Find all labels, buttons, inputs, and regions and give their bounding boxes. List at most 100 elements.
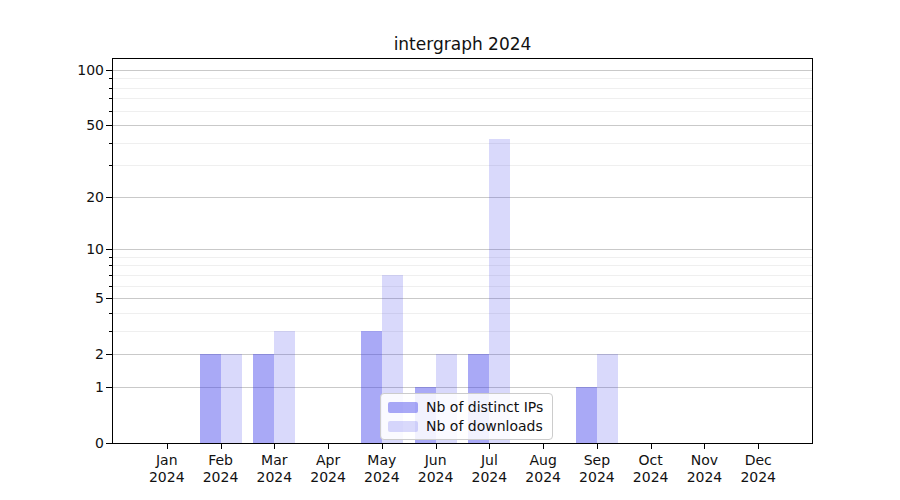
- legend-label-downloads: Nb of downloads: [426, 418, 543, 434]
- bar-distinct-ips: [200, 354, 221, 443]
- x-tick-year: 2024: [525, 469, 561, 485]
- y-gridline-minor: [113, 111, 812, 112]
- y-tick-label: 100: [0, 61, 104, 79]
- y-gridline-minor: [113, 165, 812, 166]
- bar-distinct-ips: [253, 354, 274, 443]
- x-tick-year: 2024: [310, 469, 346, 485]
- x-tick-mark: [758, 443, 759, 449]
- x-tick-label: Oct2024: [623, 452, 679, 486]
- x-tick-year: 2024: [687, 469, 723, 485]
- y-tick-label: 10: [0, 240, 104, 258]
- y-gridline-major: [113, 298, 812, 299]
- x-tick-mark: [543, 443, 544, 449]
- x-tick-year: 2024: [364, 469, 400, 485]
- x-tick-month: May: [367, 452, 396, 468]
- x-tick-month: Oct: [639, 452, 663, 468]
- y-gridline-minor: [113, 331, 812, 332]
- bar-downloads: [274, 331, 295, 443]
- x-tick-label: Nov2024: [676, 452, 732, 486]
- y-tick-mark: [106, 70, 112, 71]
- x-tick-year: 2024: [579, 469, 615, 485]
- x-tick-label: Sep2024: [569, 452, 625, 486]
- y-gridline-minor: [113, 78, 812, 79]
- y-gridline-minor: [113, 257, 812, 258]
- legend-swatch-downloads-icon: [388, 421, 418, 432]
- y-gridline-minor: [113, 98, 812, 99]
- legend-label-distinct-ips: Nb of distinct IPs: [426, 399, 543, 415]
- x-tick-year: 2024: [256, 469, 292, 485]
- y-gridline-minor: [113, 286, 812, 287]
- y-gridline-minor: [113, 88, 812, 89]
- y-minor-tick-mark: [109, 78, 112, 79]
- y-minor-tick-mark: [109, 331, 112, 332]
- y-gridline-minor: [113, 313, 812, 314]
- x-tick-mark: [382, 443, 383, 449]
- y-tick-label: 0: [0, 434, 104, 452]
- bar-distinct-ips: [361, 331, 382, 443]
- y-gridline-major: [113, 125, 812, 126]
- y-gridline-minor: [113, 275, 812, 276]
- x-tick-month: Apr: [316, 452, 340, 468]
- y-minor-tick-mark: [109, 88, 112, 89]
- y-minor-tick-mark: [109, 165, 112, 166]
- x-tick-mark: [597, 443, 598, 449]
- y-tick-label: 2: [0, 345, 104, 363]
- y-minor-tick-mark: [109, 265, 112, 266]
- x-tick-mark: [274, 443, 275, 449]
- y-minor-tick-mark: [109, 275, 112, 276]
- x-tick-label: Jun2024: [408, 452, 464, 486]
- y-tick-mark: [106, 125, 112, 126]
- x-tick-label: Jul2024: [461, 452, 517, 486]
- bar-downloads: [597, 354, 618, 443]
- legend: Nb of distinct IPs Nb of downloads: [380, 393, 553, 440]
- y-minor-tick-mark: [109, 111, 112, 112]
- x-tick-mark: [221, 443, 222, 449]
- legend-swatch-distinct-ips-icon: [388, 402, 418, 413]
- y-tick-mark: [106, 443, 112, 444]
- x-tick-month: Jun: [425, 452, 447, 468]
- x-tick-label: Jan2024: [139, 452, 195, 486]
- bar-downloads: [221, 354, 242, 443]
- x-tick-year: 2024: [633, 469, 669, 485]
- y-minor-tick-mark: [109, 286, 112, 287]
- x-tick-year: 2024: [149, 469, 185, 485]
- y-tick-mark: [106, 249, 112, 250]
- x-tick-month: Dec: [745, 452, 772, 468]
- x-tick-label: Aug2024: [515, 452, 571, 486]
- plot-area: Nb of distinct IPs Nb of downloads: [112, 58, 813, 444]
- chart-title: intergraph 2024: [112, 34, 813, 54]
- y-gridline-minor: [113, 265, 812, 266]
- x-tick-label: Mar2024: [246, 452, 302, 486]
- x-tick-month: Aug: [529, 452, 556, 468]
- y-gridline-minor: [113, 143, 812, 144]
- x-tick-label: May2024: [354, 452, 410, 486]
- x-tick-mark: [167, 443, 168, 449]
- x-tick-month: Mar: [261, 452, 287, 468]
- x-tick-year: 2024: [418, 469, 454, 485]
- x-tick-year: 2024: [740, 469, 776, 485]
- x-tick-year: 2024: [203, 469, 239, 485]
- x-tick-month: Sep: [584, 452, 610, 468]
- x-tick-label: Feb2024: [193, 452, 249, 486]
- y-tick-mark: [106, 387, 112, 388]
- chart-figure: intergraph 2024 Nb of distinct IPs Nb of…: [0, 0, 900, 500]
- y-tick-mark: [106, 354, 112, 355]
- x-tick-mark: [436, 443, 437, 449]
- x-tick-month: Feb: [208, 452, 233, 468]
- y-tick-label: 1: [0, 378, 104, 396]
- legend-item-distinct-ips: Nb of distinct IPs: [388, 399, 543, 415]
- bar-distinct-ips: [576, 387, 597, 443]
- y-tick-label: 50: [0, 116, 104, 134]
- y-gridline-major: [113, 70, 812, 71]
- x-tick-mark: [489, 443, 490, 449]
- x-tick-label: Apr2024: [300, 452, 356, 486]
- y-tick-label: 20: [0, 188, 104, 206]
- y-minor-tick-mark: [109, 98, 112, 99]
- y-minor-tick-mark: [109, 313, 112, 314]
- x-tick-month: Jul: [481, 452, 498, 468]
- x-tick-label: Dec2024: [730, 452, 786, 486]
- x-tick-month: Nov: [691, 452, 718, 468]
- x-tick-mark: [328, 443, 329, 449]
- x-tick-year: 2024: [472, 469, 508, 485]
- y-minor-tick-mark: [109, 143, 112, 144]
